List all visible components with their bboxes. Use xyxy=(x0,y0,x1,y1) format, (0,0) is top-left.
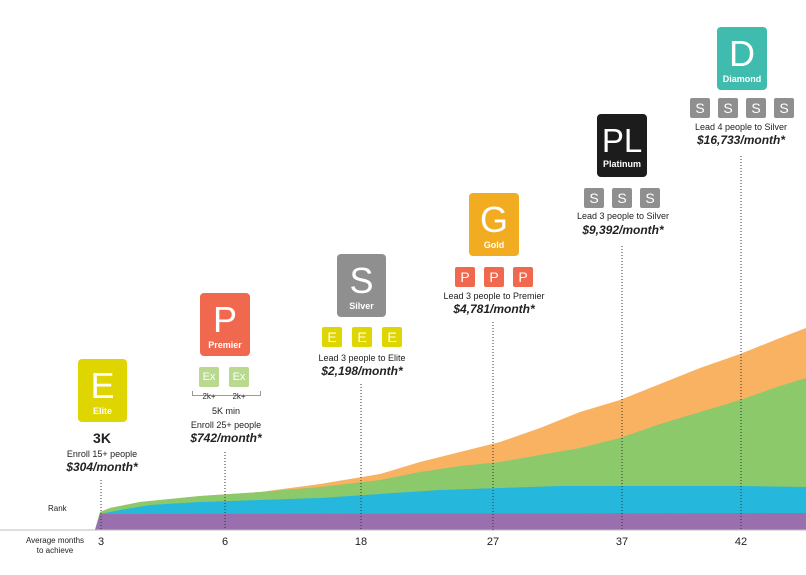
diamond-badge-letter: D xyxy=(729,33,755,74)
gold-earnings: $4,781/month* xyxy=(453,302,535,316)
executive-chip: Ex xyxy=(229,367,249,387)
silver-chip: S xyxy=(718,98,738,118)
premier-chip: P xyxy=(484,267,504,287)
guide-lines xyxy=(100,156,742,530)
gold-requirement: Lead 3 people to Premier xyxy=(443,291,545,301)
month-label-platinum: 37 xyxy=(615,536,629,548)
executive-volume: 2k+ xyxy=(202,392,216,401)
volume-bracket xyxy=(192,391,261,396)
month-label-silver: 18 xyxy=(354,536,368,548)
gold-rank-badge: G Gold xyxy=(469,193,519,256)
premier-chip: P xyxy=(455,267,475,287)
elite-requirement: Enroll 15+ people xyxy=(66,449,138,459)
silver-requirement: Lead 3 people to Elite xyxy=(318,353,406,363)
month-label-diamond: 42 xyxy=(734,536,748,548)
silver-chip: S xyxy=(640,188,660,208)
elite-rank-badge: E Elite xyxy=(78,359,127,422)
elite-volume: 3K xyxy=(93,430,111,446)
platinum-badge-letter: PL xyxy=(601,122,643,159)
silver-earnings: $2,198/month* xyxy=(321,364,403,378)
platinum-earnings: $9,392/month* xyxy=(582,223,664,237)
executive-volume: 2k+ xyxy=(232,392,246,401)
premier-rank-badge: P Premier xyxy=(200,293,250,356)
diamond-earnings: $16,733/month* xyxy=(696,133,786,147)
layer-purple xyxy=(95,513,806,530)
silver-badge-letter: S xyxy=(349,260,374,301)
silver-rank-badge: S Silver xyxy=(337,254,386,317)
premier-badge-letter: P xyxy=(212,299,237,340)
month-label-elite: 3 xyxy=(97,536,105,548)
diamond-rank-badge: D Diamond xyxy=(717,27,767,90)
months-axis-label-line2: to achieve xyxy=(36,546,74,555)
diamond-badge-name: Diamond xyxy=(722,74,762,84)
silver-chip: S xyxy=(612,188,632,208)
rank-axis-label: Rank xyxy=(48,504,67,513)
silver-chip: S xyxy=(584,188,604,208)
platinum-badge-name: Platinum xyxy=(602,159,641,169)
elite-badge-letter: E xyxy=(90,365,115,406)
month-label-premier: 6 xyxy=(221,536,229,548)
premier-badge-name: Premier xyxy=(208,340,242,350)
month-label-gold: 27 xyxy=(486,536,500,548)
premier-requirement: Enroll 25+ people xyxy=(190,420,262,430)
silver-chip: S xyxy=(690,98,710,118)
platinum-rank-badge: PL Platinum xyxy=(597,114,647,177)
elite-badge-name: Elite xyxy=(92,406,112,416)
silver-chip: S xyxy=(774,98,794,118)
elite-chip: E xyxy=(382,327,402,347)
silver-chip: S xyxy=(746,98,766,118)
gold-badge-name: Gold xyxy=(483,240,505,250)
platinum-requirement: Lead 3 people to Silver xyxy=(576,211,670,221)
premier-earnings: $742/month* xyxy=(190,431,262,445)
diamond-requirement: Lead 4 people to Silver xyxy=(694,122,788,132)
gold-badge-letter: G xyxy=(479,199,508,240)
months-axis-label-line1: Average months xyxy=(25,536,85,545)
premier-min-volume: 5K min xyxy=(211,406,241,416)
elite-chip: E xyxy=(322,327,342,347)
premier-chip: P xyxy=(513,267,533,287)
executive-chip: Ex xyxy=(199,367,219,387)
months-axis-label: Average months to achieve xyxy=(22,536,88,556)
elite-chip: E xyxy=(352,327,372,347)
silver-badge-name: Silver xyxy=(349,301,374,311)
elite-earnings: $304/month* xyxy=(66,460,138,474)
